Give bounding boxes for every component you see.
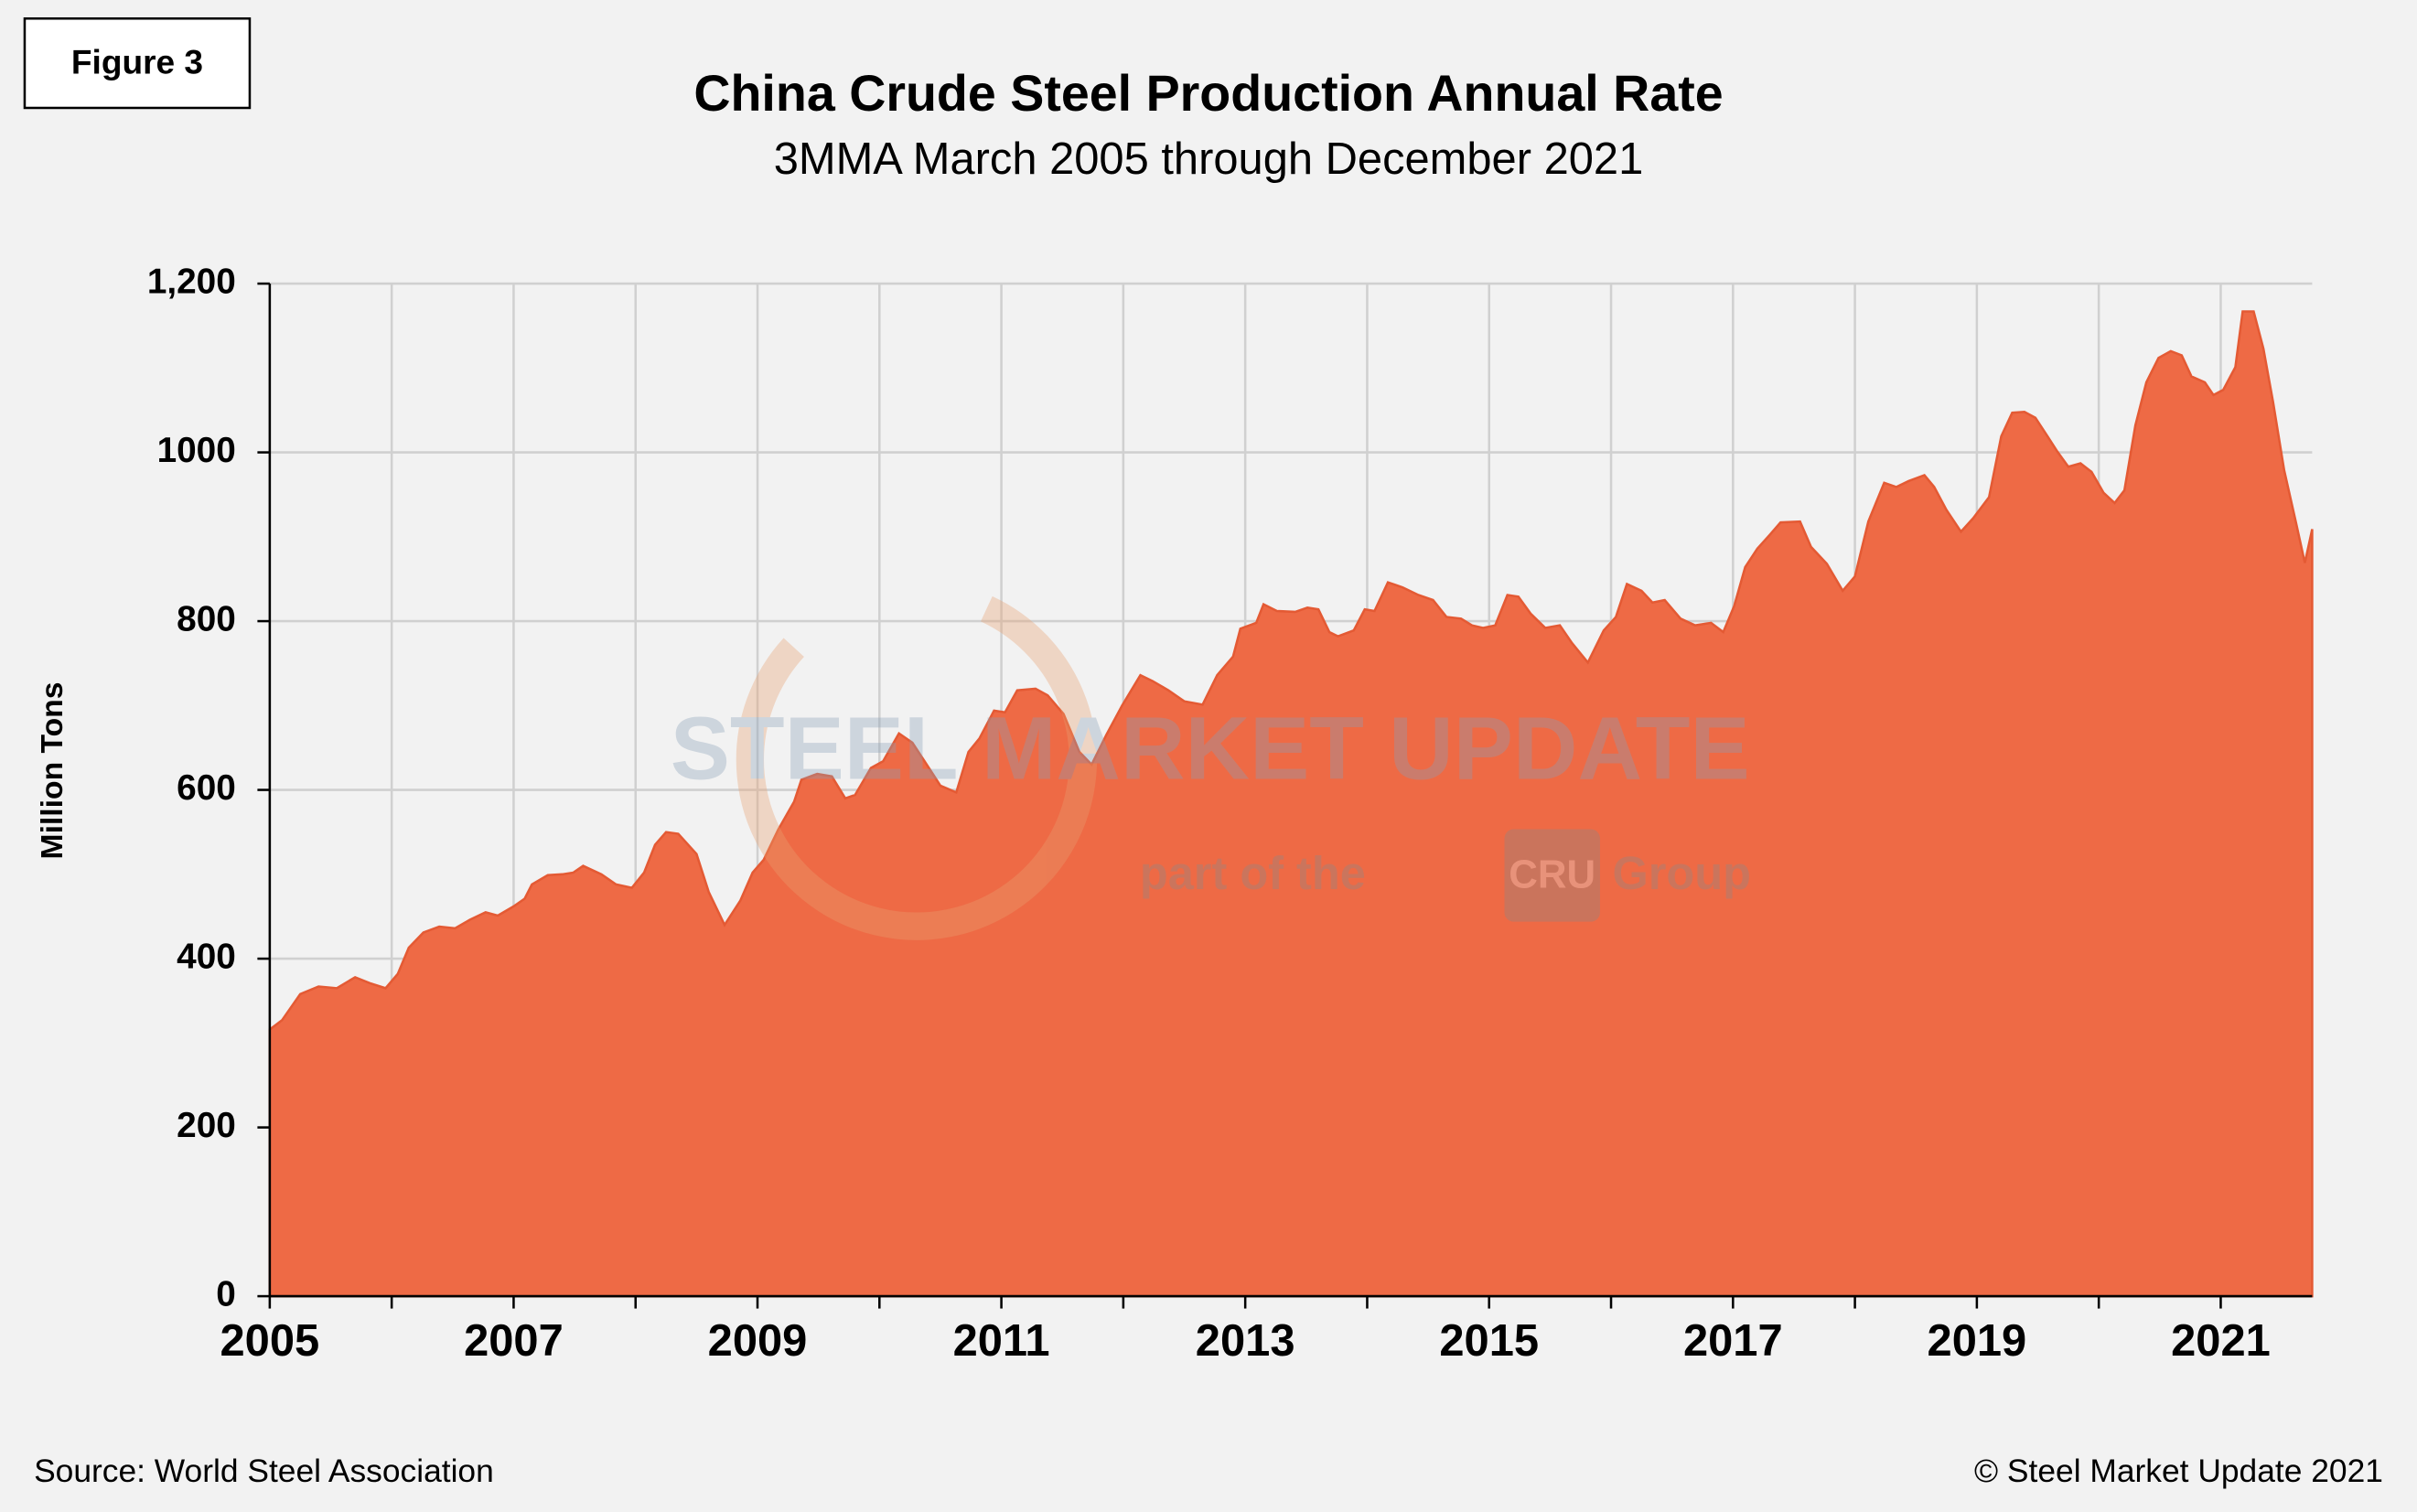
figure-label-box [23, 16, 252, 110]
x-tick-label: 2021 [2171, 1316, 2271, 1366]
y-tick-label: 800 [177, 599, 236, 638]
y-tick-label: 200 [177, 1106, 236, 1145]
y-tick-label: 400 [177, 937, 236, 976]
x-tick-label: 2009 [708, 1316, 808, 1366]
source: Source: World Steel Association [34, 1453, 494, 1489]
x-tick-label: 2013 [1196, 1316, 1295, 1366]
area [268, 310, 2314, 1298]
x-tick-label: 2007 [464, 1316, 564, 1366]
y-axis-label: Million Tons [36, 682, 70, 860]
x-tick-label: 2005 [220, 1316, 320, 1366]
axes: 0 200 400 600 800 1000 1,200 2005 2007 2009 2011 20… [147, 262, 2313, 1366]
x-tick-label: 2017 [1683, 1316, 1783, 1366]
y-tick-label: 0 [216, 1274, 236, 1314]
chart-title: China Crude Steel Production Annual Rate [693, 65, 1723, 122]
watermark-logo: CRU [1509, 852, 1595, 896]
watermark: STEEL MARKET UPDATE part of the CRU Grou… [671, 595, 1751, 940]
plot [268, 310, 2314, 1298]
chart-subtitle: 3MMA March 2005 through December 2021 [774, 134, 1644, 184]
watermark-tagline-end: Group [1612, 847, 1751, 899]
watermark-brand: STEEL MARKET UPDATE [671, 698, 1750, 798]
x-tick-label: 2011 [953, 1316, 1050, 1366]
y-tick-label: 1000 [157, 431, 236, 470]
x-tick-label: 2015 [1439, 1316, 1539, 1366]
copyright: © Steel Market Update 2021 [1974, 1453, 2383, 1489]
x-tick-label: 2019 [1928, 1316, 2027, 1366]
watermark-tagline: part of the [1140, 847, 1366, 899]
watermark-logo-box [1504, 829, 1600, 922]
watermark-arc [736, 595, 1097, 940]
y-tick-label: 600 [177, 768, 236, 808]
figure-label: Figure 3 [71, 43, 203, 81]
y-tick-label: 1,200 [147, 262, 236, 301]
